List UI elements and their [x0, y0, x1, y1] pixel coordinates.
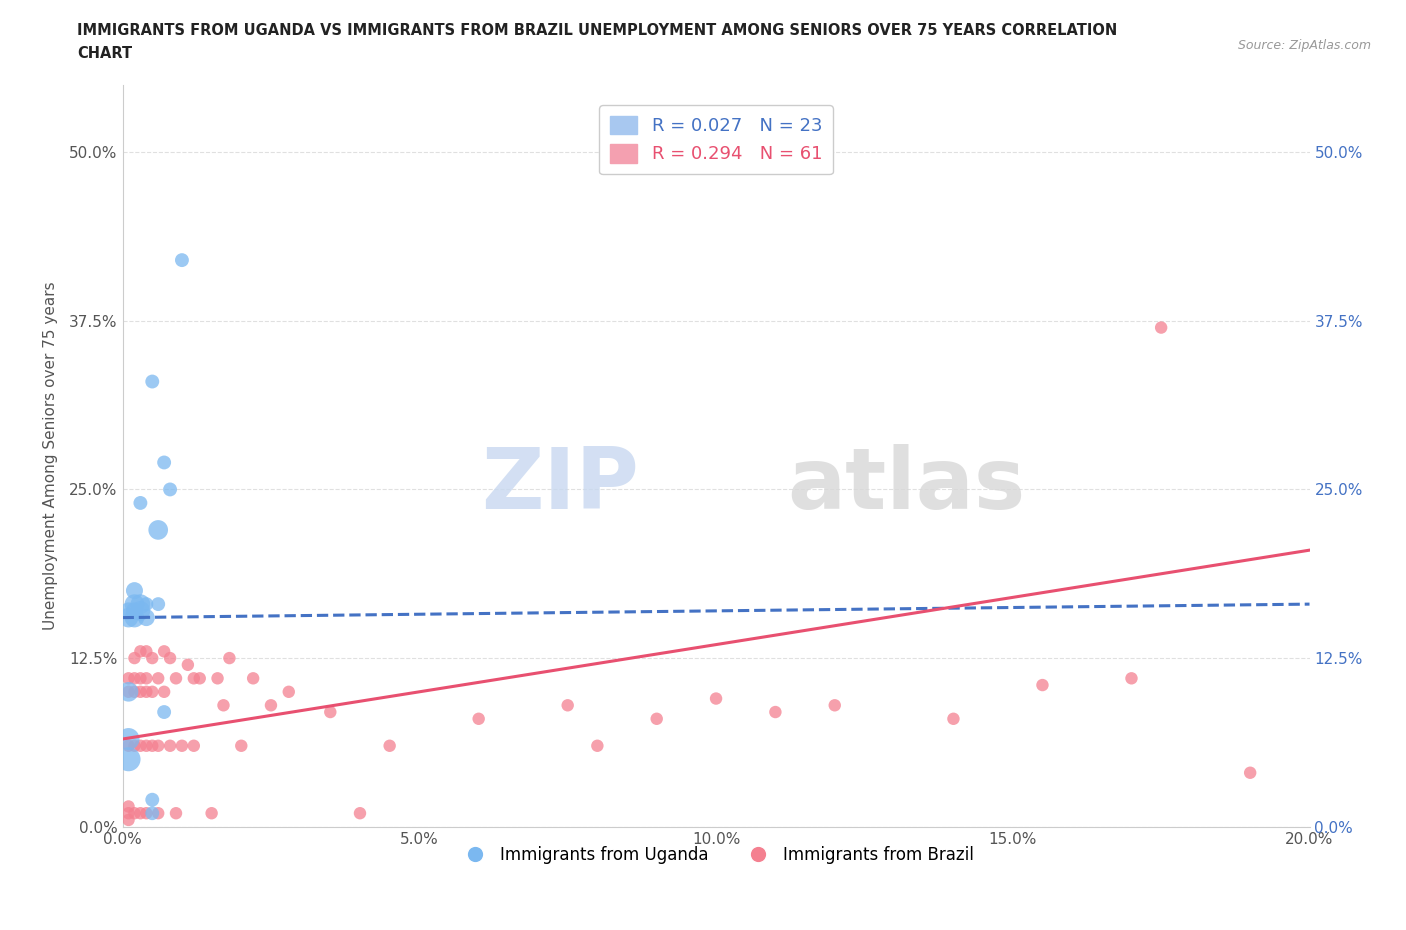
Point: [141, 738, 163, 753]
Point: [129, 597, 152, 612]
Text: ZIP: ZIP: [481, 444, 638, 527]
Point: [349, 805, 371, 820]
Point: [1239, 765, 1261, 780]
Point: [129, 644, 152, 658]
Point: [183, 671, 205, 685]
Point: [177, 658, 200, 672]
Point: [170, 253, 193, 268]
Point: [129, 671, 152, 685]
Point: [124, 738, 146, 753]
Point: [124, 805, 146, 820]
Point: [260, 698, 283, 712]
Point: [557, 698, 579, 712]
Point: [117, 751, 139, 766]
Point: [183, 738, 205, 753]
Point: [117, 671, 139, 685]
Point: [117, 604, 139, 618]
Point: [942, 711, 965, 726]
Point: [129, 684, 152, 699]
Point: [135, 644, 157, 658]
Point: [242, 671, 264, 685]
Point: [135, 597, 157, 612]
Point: [218, 651, 240, 666]
Text: IMMIGRANTS FROM UGANDA VS IMMIGRANTS FROM BRAZIL UNEMPLOYMENT AMONG SENIORS OVER: IMMIGRANTS FROM UGANDA VS IMMIGRANTS FRO…: [77, 23, 1118, 38]
Point: [153, 684, 176, 699]
Point: [170, 738, 193, 753]
Text: CHART: CHART: [77, 46, 132, 61]
Point: [277, 684, 299, 699]
Point: [129, 496, 152, 511]
Point: [1121, 671, 1143, 685]
Point: [135, 738, 157, 753]
Point: [117, 684, 139, 699]
Point: [117, 799, 139, 814]
Point: [1150, 320, 1173, 335]
Text: atlas: atlas: [787, 444, 1025, 527]
Point: [148, 597, 170, 612]
Point: [117, 738, 139, 753]
Point: [212, 698, 235, 712]
Point: [117, 813, 139, 828]
Point: [763, 705, 786, 720]
Point: [165, 671, 187, 685]
Point: [231, 738, 253, 753]
Point: [124, 597, 146, 612]
Point: [159, 482, 181, 497]
Point: [135, 805, 157, 820]
Point: [129, 738, 152, 753]
Point: [124, 610, 146, 625]
Point: [148, 805, 170, 820]
Point: [135, 610, 157, 625]
Point: [141, 651, 163, 666]
Point: [124, 684, 146, 699]
Point: [141, 374, 163, 389]
Point: [124, 583, 146, 598]
Point: [129, 604, 152, 618]
Point: [141, 792, 163, 807]
Point: [153, 644, 176, 658]
Point: [117, 610, 139, 625]
Text: Source: ZipAtlas.com: Source: ZipAtlas.com: [1237, 39, 1371, 52]
Point: [148, 671, 170, 685]
Y-axis label: Unemployment Among Seniors over 75 years: Unemployment Among Seniors over 75 years: [44, 282, 58, 630]
Point: [586, 738, 609, 753]
Point: [201, 805, 224, 820]
Point: [645, 711, 668, 726]
Point: [1031, 678, 1053, 693]
Point: [135, 671, 157, 685]
Point: [188, 671, 211, 685]
Point: [159, 651, 181, 666]
Point: [141, 805, 163, 820]
Point: [135, 684, 157, 699]
Point: [824, 698, 846, 712]
Point: [319, 705, 342, 720]
Point: [124, 651, 146, 666]
Point: [159, 738, 181, 753]
Point: [141, 684, 163, 699]
Point: [467, 711, 489, 726]
Legend: Immigrants from Uganda, Immigrants from Brazil: Immigrants from Uganda, Immigrants from …: [451, 839, 981, 870]
Point: [704, 691, 727, 706]
Point: [165, 805, 187, 820]
Point: [124, 671, 146, 685]
Point: [129, 805, 152, 820]
Point: [117, 805, 139, 820]
Point: [117, 684, 139, 699]
Point: [153, 705, 176, 720]
Point: [148, 523, 170, 538]
Point: [207, 671, 229, 685]
Point: [153, 455, 176, 470]
Point: [148, 738, 170, 753]
Point: [378, 738, 401, 753]
Point: [117, 732, 139, 747]
Point: [124, 604, 146, 618]
